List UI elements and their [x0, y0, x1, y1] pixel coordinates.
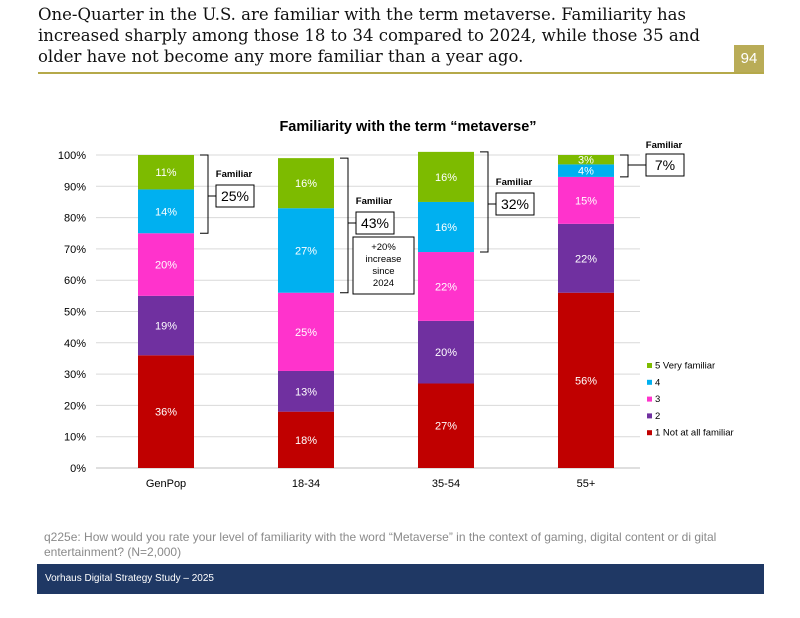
footer-text: Vorhaus Digital Strategy Study – 2025 — [45, 573, 214, 584]
data-label: 22% — [435, 281, 457, 293]
familiar-value: 25% — [221, 188, 249, 204]
bar-segment — [558, 292, 614, 468]
bar-segment — [418, 151, 474, 202]
legend-swatch — [647, 430, 652, 436]
familiar-value-box — [645, 153, 685, 177]
legend-swatch — [647, 396, 652, 402]
legend-swatch — [647, 363, 652, 368]
data-label: 16% — [435, 222, 457, 234]
familiar-label: Familiar — [216, 169, 253, 180]
x-tick-label: 35-54 — [432, 478, 460, 490]
data-label: 22% — [575, 253, 597, 265]
familiar-bracket — [340, 157, 356, 294]
y-tick-label: 10% — [64, 432, 86, 444]
footer-bar: Vorhaus Digital Strategy Study – 2025 — [37, 564, 764, 594]
data-label: 15% — [575, 195, 597, 207]
bar-segment — [558, 223, 614, 293]
legend-label: 1 Not at all familiar — [655, 428, 734, 439]
legend-label: 4 — [655, 377, 660, 388]
data-label: 18% — [295, 435, 317, 447]
y-tick-label: 40% — [64, 338, 86, 350]
familiar-value: 32% — [501, 196, 529, 212]
bar-segment — [418, 320, 474, 384]
y-tick-label: 50% — [64, 307, 86, 319]
bar-segment — [278, 411, 334, 468]
header-rule — [38, 72, 764, 74]
data-label: 13% — [295, 386, 317, 398]
bar-segment — [138, 295, 194, 356]
data-label: 19% — [155, 321, 177, 333]
bar-segment — [138, 189, 194, 234]
data-label: 4% — [578, 166, 594, 178]
data-label: 56% — [575, 375, 597, 387]
legend-label: 3 — [655, 394, 660, 405]
y-tick-label: 70% — [64, 244, 86, 256]
data-label: 14% — [155, 206, 177, 218]
familiar-label: Familiar — [496, 177, 533, 188]
legend-label: 5 Very familiar — [655, 361, 715, 372]
bar-segment — [138, 355, 194, 468]
bar-segment — [138, 233, 194, 296]
bar-segment — [418, 383, 474, 468]
headline: One-Quarter in the U.S. are familiar wit… — [38, 5, 700, 66]
familiar-value: 7% — [655, 157, 675, 173]
bar-segment — [418, 201, 474, 253]
data-label: 20% — [155, 260, 177, 272]
bar-segment — [278, 292, 334, 371]
data-label: 27% — [295, 245, 317, 257]
bar-segment — [418, 252, 474, 321]
legend-label: 2 — [655, 411, 660, 422]
legend-swatch — [647, 379, 652, 385]
y-tick-label: 30% — [64, 369, 86, 381]
bar-segment — [278, 208, 334, 293]
increase-note-box — [352, 236, 415, 295]
data-label: 16% — [295, 178, 317, 190]
data-label: 27% — [435, 421, 457, 433]
familiar-label: Familiar — [646, 140, 683, 151]
familiar-label: Familiar — [356, 196, 393, 207]
familiar-value: 43% — [361, 215, 389, 231]
data-label: 20% — [435, 347, 457, 359]
chart-title: Familiarity with the term “metaverse” — [279, 119, 536, 135]
bar-segment — [558, 164, 614, 177]
familiar-bracket — [200, 154, 216, 234]
increase-note: +20% increase since 2024 — [366, 242, 402, 289]
familiar-bracket — [620, 154, 646, 178]
y-tick-label: 60% — [64, 275, 86, 287]
page-number: 94 — [734, 45, 764, 73]
question-note: q225e: How would you rate your level of … — [44, 530, 717, 559]
bar-segment — [558, 176, 614, 224]
y-tick-label: 100% — [58, 150, 86, 162]
legend-swatch — [647, 413, 652, 419]
familiar-bracket — [480, 151, 496, 253]
bar-segment — [278, 158, 334, 209]
y-tick-label: 20% — [64, 400, 86, 412]
data-label: 36% — [155, 407, 177, 419]
x-tick-label: GenPop — [146, 478, 186, 490]
data-label: 16% — [435, 172, 457, 184]
bar-segment — [558, 155, 614, 165]
x-tick-label: 55+ — [577, 478, 596, 490]
bar-segment — [138, 155, 194, 190]
bar-segment — [278, 370, 334, 412]
y-tick-label: 80% — [64, 213, 86, 225]
y-tick-label: 90% — [64, 181, 86, 193]
x-tick-label: 18-34 — [292, 478, 320, 490]
familiar-value-box — [215, 184, 255, 208]
data-label: 3% — [578, 155, 594, 167]
data-label: 11% — [155, 167, 176, 179]
familiar-value-box — [495, 192, 535, 216]
familiar-value-box — [355, 211, 395, 235]
data-label: 25% — [295, 327, 317, 339]
y-tick-label: 0% — [70, 463, 86, 475]
